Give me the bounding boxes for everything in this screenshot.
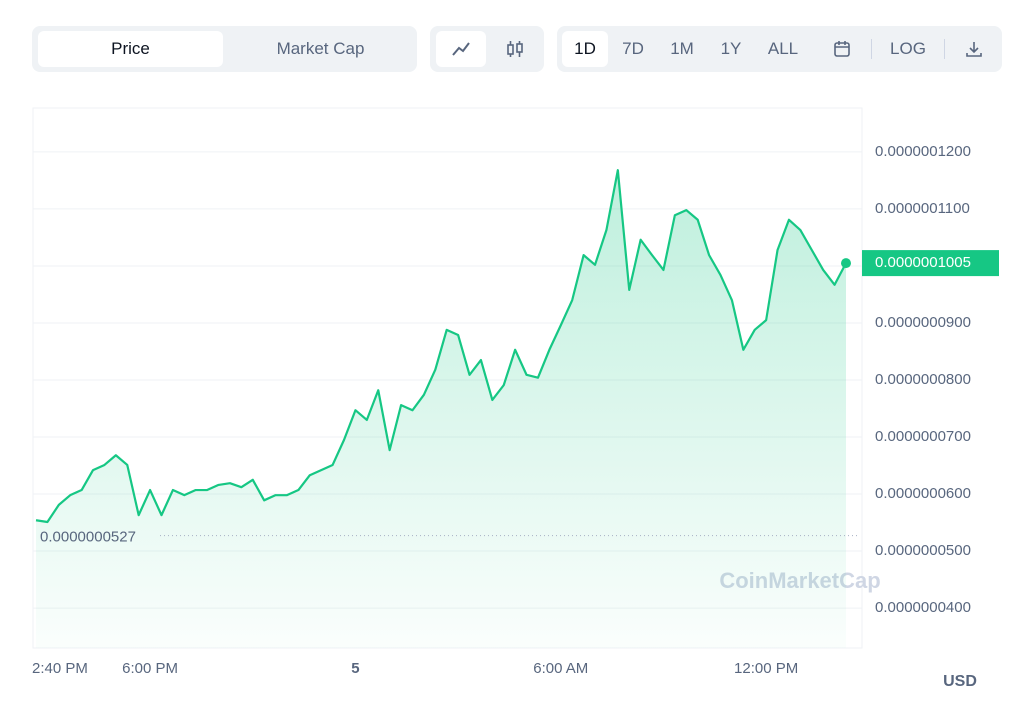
range[interactable]: 1D [562,31,608,67]
y-tick-label: 0.0000000800 [875,371,971,388]
range[interactable]: 1M [670,39,694,58]
range-group: 1D 7D 1M 1Y ALL LOG [557,26,1002,72]
price-line [35,169,847,524]
x-tick-label: 6:00 PM [122,660,178,677]
calendar[interactable] [822,31,862,67]
download[interactable] [954,31,994,67]
tab[interactable]: Price [38,31,223,67]
calendar-icon [834,41,850,57]
current-price-label: 0.0000001005 [875,254,971,271]
x-tick-label: 2:40 PM [32,660,88,677]
x-tick-label: 12:00 PM [734,660,798,677]
y-tick-label: 0.0000000700 [875,428,971,445]
last-point [841,258,851,269]
y-tick-label: 0.0000001200 [875,143,971,160]
line-icon [452,42,470,56]
current-price-box [862,250,999,277]
area-fill [36,170,846,648]
tab[interactable]: Market Cap [276,39,365,58]
download-icon [966,42,982,57]
candle-style[interactable] [490,31,540,67]
range[interactable]: ALL [767,39,799,58]
tab-group: Price Market Cap [32,26,417,72]
x-tick-label: 6:00 AM [533,660,588,677]
y-tick-label: 0.0000001100 [875,200,970,217]
divider [944,39,945,59]
range[interactable]: 7D [622,39,644,58]
candle-icon [507,41,523,57]
y-tick-label: 0.0000001000 [875,257,971,274]
divider [871,39,872,59]
chart-style-group [430,26,544,72]
x-tick-label: 5 [351,660,359,677]
currency: USD [943,673,977,690]
reference-label: 0.0000000527 [40,529,136,546]
y-tick-label: 0.0000000500 [875,542,971,559]
y-tick-label: 0.0000000900 [875,314,971,331]
y-tick-label: 0.0000000400 [875,599,971,616]
watermark: CoinMarketCap [719,568,880,593]
log-toggle[interactable]: LOG [890,39,926,58]
plot-frame [32,107,863,649]
y-tick-label: 0.0000000600 [875,485,971,502]
line-style[interactable] [436,31,486,67]
range[interactable]: 1Y [720,39,742,58]
